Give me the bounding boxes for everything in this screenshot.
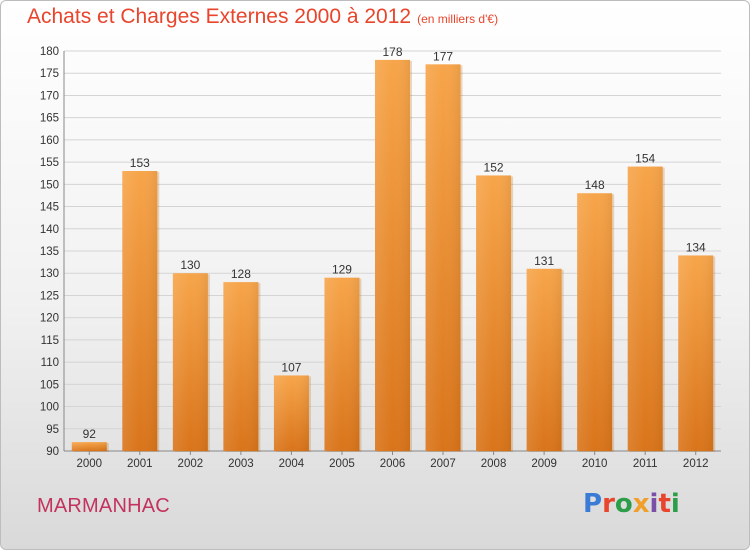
commune-name: MARMANHAC	[37, 495, 170, 517]
chart-title: Achats et Charges Externes 2000 à 2012	[27, 5, 412, 28]
data-label: 130	[180, 258, 200, 272]
y-tick-label: 140	[40, 224, 59, 236]
bar-highlight	[223, 282, 259, 451]
logo-letter: i	[649, 489, 659, 519]
y-tick-label: 150	[40, 179, 59, 191]
bar-highlight	[324, 277, 360, 451]
logo-letter: P	[583, 489, 603, 519]
x-tick-label: 2006	[380, 458, 406, 470]
y-tick-label: 115	[41, 335, 59, 347]
x-tick-label: 2000	[76, 458, 102, 470]
data-label: 129	[332, 263, 352, 277]
y-tick-label: 135	[40, 246, 59, 258]
y-tick-label: 145	[40, 202, 59, 214]
y-tick-label: 120	[40, 313, 59, 325]
bar-highlight	[678, 255, 714, 451]
data-label: 134	[686, 240, 706, 254]
data-label: 154	[635, 152, 655, 166]
logo-letter: i	[670, 489, 680, 519]
x-tick-label: 2012	[683, 458, 709, 470]
x-tick-label: 2008	[481, 458, 507, 470]
x-tick-label: 2009	[531, 458, 557, 470]
data-label: 107	[281, 360, 301, 374]
y-tick-label: 95	[46, 424, 59, 436]
x-tick-label: 2002	[178, 458, 204, 470]
logo-letter: r	[602, 489, 615, 519]
y-tick-label: 90	[46, 446, 59, 458]
data-label: 178	[382, 45, 402, 59]
data-label: 152	[484, 160, 504, 174]
y-tick-label: 165	[40, 113, 59, 125]
chart-subtitle: (en milliers d'€)	[417, 12, 499, 26]
data-label: 92	[83, 427, 97, 441]
y-tick-label: 160	[40, 135, 59, 147]
chart-title-row: Achats et Charges Externes 2000 à 2012 (e…	[27, 5, 498, 29]
x-tick-label: 2007	[430, 458, 456, 470]
x-tick-label: 2005	[329, 458, 355, 470]
data-label: 148	[585, 178, 605, 192]
bar-highlight	[273, 375, 309, 451]
x-tick-label: 2003	[228, 458, 254, 470]
data-label: 131	[534, 254, 554, 268]
bar-highlight	[71, 442, 107, 451]
bar-highlight	[425, 64, 461, 452]
y-tick-label: 125	[40, 290, 59, 302]
bar-highlight	[526, 268, 562, 451]
bar-highlight	[627, 166, 663, 452]
data-label: 128	[231, 267, 251, 281]
x-tick-label: 2010	[582, 458, 608, 470]
y-tick-label: 175	[40, 68, 59, 80]
bar-highlight	[375, 59, 410, 452]
x-tick-label: 2004	[279, 458, 305, 470]
data-label: 153	[130, 156, 150, 170]
proxiti-logo: Proxiti	[583, 489, 680, 519]
y-tick-label: 100	[40, 402, 59, 414]
y-tick-label: 130	[40, 268, 59, 280]
y-tick-label: 110	[41, 357, 59, 369]
logo-letter: o	[614, 489, 633, 519]
x-tick-label: 2001	[127, 458, 153, 470]
bar-highlight	[122, 171, 158, 451]
y-tick-label: 155	[40, 157, 59, 169]
logo-letter: x	[632, 489, 650, 519]
logo-letter: t	[658, 489, 671, 519]
data-label: 177	[433, 49, 453, 63]
bar-highlight	[172, 273, 208, 451]
y-tick-label: 105	[40, 379, 59, 391]
y-tick-label: 180	[40, 46, 59, 58]
x-tick-label: 2011	[633, 458, 658, 470]
bar-highlight	[476, 175, 512, 451]
bar-highlight	[577, 193, 613, 451]
y-tick-label: 170	[40, 90, 59, 102]
